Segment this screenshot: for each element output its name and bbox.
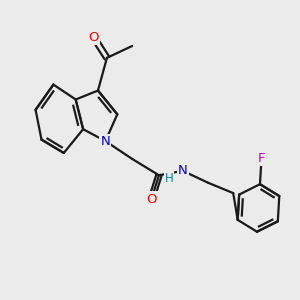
Text: H: H	[165, 172, 174, 185]
Text: N: N	[178, 164, 188, 177]
Text: O: O	[146, 193, 157, 206]
Text: F: F	[258, 152, 265, 165]
Text: N: N	[100, 135, 110, 148]
Text: O: O	[88, 31, 99, 44]
